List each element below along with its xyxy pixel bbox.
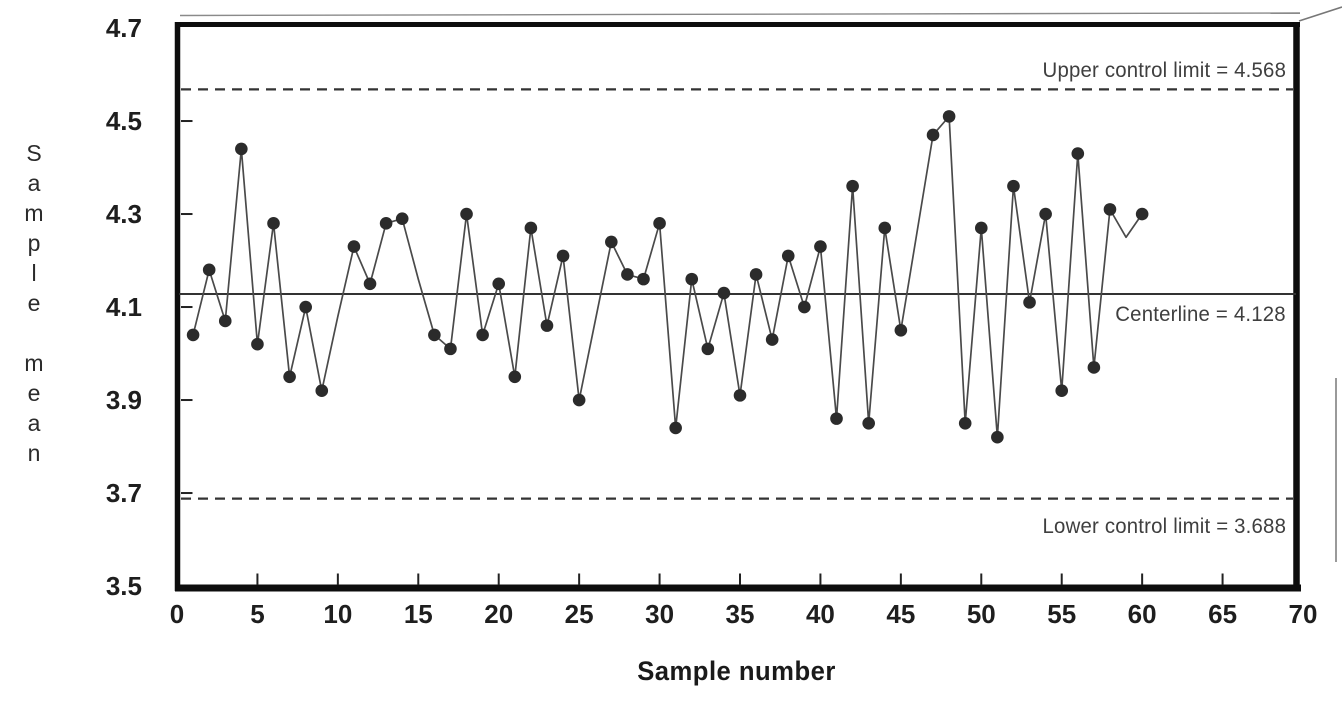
data-point bbox=[1071, 147, 1085, 160]
y-tick-label: 3.5 bbox=[106, 571, 142, 601]
data-point bbox=[395, 212, 409, 225]
data-point bbox=[637, 272, 650, 286]
y-axis-title-letter: a bbox=[27, 410, 41, 436]
series-line bbox=[192, 115, 1143, 439]
y-axis-title-letter: n bbox=[27, 440, 41, 466]
data-point bbox=[798, 300, 811, 314]
data-point bbox=[701, 342, 715, 356]
y-axis-title-letter: a bbox=[27, 170, 41, 196]
y-tick-label: 4.7 bbox=[106, 13, 142, 43]
data-point bbox=[974, 221, 988, 235]
data-point bbox=[347, 240, 361, 253]
data-point bbox=[717, 286, 731, 300]
y-axis-title-letter: S bbox=[26, 140, 42, 166]
y-axis-title-word-gap bbox=[18, 318, 50, 348]
data-point bbox=[1039, 207, 1052, 221]
data-point bbox=[460, 207, 473, 221]
x-tick-label: 45 bbox=[886, 599, 915, 629]
data-point bbox=[315, 384, 329, 398]
data-point bbox=[765, 333, 779, 346]
x-tick-label: 20 bbox=[484, 599, 513, 629]
x-tick-label: 50 bbox=[967, 599, 996, 629]
x-tick-label: 55 bbox=[1047, 599, 1076, 629]
x-tick-label: 60 bbox=[1128, 599, 1157, 629]
data-point bbox=[862, 416, 875, 430]
data-point bbox=[1055, 384, 1069, 398]
data-point bbox=[653, 217, 666, 230]
data-point bbox=[942, 110, 956, 123]
data-point bbox=[299, 300, 312, 314]
data-point bbox=[685, 272, 699, 286]
upper-control-limit-label: Upper control limit = 4.568 bbox=[1042, 59, 1286, 82]
data-point bbox=[186, 328, 200, 342]
data-point bbox=[283, 370, 296, 384]
data-point bbox=[267, 217, 280, 230]
data-point bbox=[235, 142, 248, 156]
data-point bbox=[524, 221, 538, 235]
data-point bbox=[251, 337, 264, 351]
data-point bbox=[218, 314, 232, 328]
data-point bbox=[621, 268, 634, 281]
data-point bbox=[492, 277, 506, 291]
y-tick-label: 3.9 bbox=[106, 385, 142, 415]
data-point bbox=[830, 412, 843, 425]
y-tick-label: 4.3 bbox=[106, 199, 142, 229]
y-tick-label: 4.1 bbox=[106, 292, 142, 322]
lower-control-limit-label: Lower control limit = 3.688 bbox=[1042, 515, 1286, 538]
data-point bbox=[476, 328, 489, 342]
x-tick-label: 15 bbox=[404, 599, 433, 629]
data-point bbox=[958, 416, 972, 430]
y-tick-label: 4.5 bbox=[106, 106, 142, 136]
data-point bbox=[556, 249, 570, 263]
data-point bbox=[444, 342, 457, 356]
y-axis-title-letter: e bbox=[27, 380, 41, 406]
x-tick-label: 30 bbox=[645, 599, 674, 629]
x-axis-title: Sample number bbox=[637, 656, 836, 686]
scan-artifact-line bbox=[1298, 6, 1342, 22]
centerline-label: Centerline = 4.128 bbox=[1115, 303, 1286, 326]
x-tick-label: 25 bbox=[565, 599, 594, 629]
scan-artifact-line bbox=[179, 12, 1301, 17]
y-axis-title-letter: m bbox=[24, 200, 44, 226]
y-axis-title-letter: e bbox=[27, 290, 41, 316]
data-point bbox=[428, 328, 441, 342]
data-point bbox=[878, 221, 892, 235]
x-tick-label: 0 bbox=[170, 599, 184, 629]
y-axis-title-letter: m bbox=[24, 350, 44, 376]
x-tick-label: 40 bbox=[806, 599, 835, 629]
data-point bbox=[379, 217, 393, 230]
x-tick-label: 65 bbox=[1208, 599, 1237, 629]
data-point bbox=[1103, 203, 1117, 216]
data-point bbox=[1135, 207, 1149, 221]
data-point bbox=[846, 179, 859, 193]
y-axis-title-letter: p bbox=[27, 230, 41, 256]
y-tick-label: 3.7 bbox=[106, 478, 142, 508]
x-tick-label: 35 bbox=[726, 599, 755, 629]
data-point bbox=[508, 370, 522, 384]
data-point bbox=[363, 277, 377, 291]
data-point bbox=[991, 430, 1004, 444]
data-point bbox=[1087, 361, 1101, 374]
data-point bbox=[814, 240, 827, 253]
data-point bbox=[669, 421, 682, 435]
data-point bbox=[605, 235, 618, 249]
data-point bbox=[1023, 296, 1036, 309]
data-point bbox=[540, 319, 554, 332]
x-tick-label: 70 bbox=[1289, 599, 1318, 629]
y-axis-title-letter: l bbox=[31, 260, 37, 286]
data-point bbox=[781, 249, 795, 263]
x-tick-label: 5 bbox=[250, 599, 264, 629]
data-point bbox=[1007, 179, 1020, 193]
data-point bbox=[572, 393, 586, 407]
data-point bbox=[749, 268, 763, 281]
x-tick-label: 10 bbox=[323, 599, 352, 629]
data-point bbox=[926, 128, 940, 142]
data-point bbox=[894, 323, 908, 337]
data-point bbox=[202, 263, 216, 277]
data-point bbox=[733, 389, 747, 402]
